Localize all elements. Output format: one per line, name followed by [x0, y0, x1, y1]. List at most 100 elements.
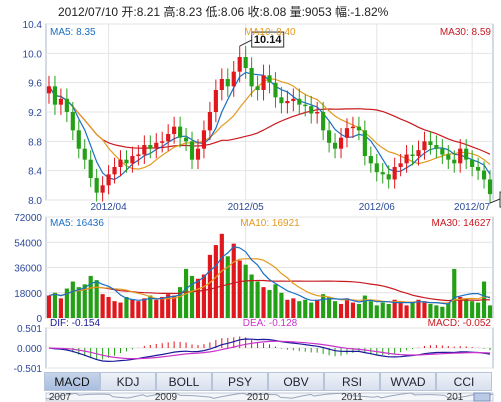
- volume-bar: [189, 275, 195, 318]
- timeline-year-label: 2007: [49, 392, 72, 402]
- candle-body: [142, 145, 147, 155]
- candle-body: [309, 106, 314, 114]
- volume-bar: [160, 296, 165, 318]
- candle-body: [332, 142, 338, 149]
- candle-body: [94, 178, 99, 193]
- candle-body: [428, 141, 433, 145]
- volume-bar: [476, 302, 481, 318]
- volume-bar: [166, 294, 171, 318]
- quote-low: 低:8.06: [205, 5, 245, 19]
- volume-bar: [142, 298, 147, 318]
- macd-dea-label: DEA: -0.128: [243, 318, 298, 329]
- candle-body: [434, 145, 439, 149]
- price-x-tick: 2012/06: [359, 202, 396, 213]
- tab-rsi[interactable]: RSI: [324, 372, 380, 391]
- candle-body: [487, 179, 493, 195]
- volume-bar: [386, 303, 391, 318]
- candle-body: [118, 159, 123, 167]
- tab-wvad[interactable]: WVAD: [380, 372, 436, 391]
- volume-y-tick: 0: [36, 314, 42, 325]
- volume-bar: [291, 298, 296, 318]
- tab-cci[interactable]: CCI: [436, 372, 492, 391]
- timeline-year-label: 2010: [247, 392, 270, 402]
- candle-body: [374, 163, 379, 173]
- candle-body: [285, 101, 290, 104]
- candle-body: [183, 137, 189, 142]
- price-y-tick: 9.6: [28, 79, 42, 90]
- price-x-tick: 2012/05: [228, 202, 265, 213]
- volume-bar: [64, 288, 69, 318]
- volume-bar: [112, 301, 117, 318]
- candle-body: [392, 167, 397, 180]
- volume-bar: [303, 299, 308, 318]
- candle-body: [380, 172, 385, 175]
- candle-body: [189, 141, 195, 160]
- volume-bar: [464, 298, 469, 318]
- volume-bar: [350, 302, 356, 318]
- volume-bar: [207, 254, 212, 318]
- volume-bar: [416, 299, 421, 318]
- volume-y-tick: 18000: [14, 289, 42, 300]
- candle-body: [70, 112, 75, 131]
- candle-body: [291, 98, 296, 101]
- candle-body: [243, 57, 248, 68]
- candle-body: [416, 150, 421, 156]
- candle-body: [231, 71, 236, 87]
- volume-bar: [178, 287, 183, 318]
- volume-bar: [243, 264, 248, 318]
- volume-bar: [446, 302, 451, 318]
- candle-body: [136, 154, 141, 156]
- candle-body: [398, 163, 403, 167]
- volume-bar: [422, 301, 427, 318]
- volume-y-tick: 72000: [14, 213, 42, 224]
- volume-bar: [255, 281, 260, 318]
- candle-body: [46, 86, 52, 94]
- candle-body: [458, 148, 463, 164]
- volume-bar: [52, 292, 58, 318]
- volume-bar: [136, 301, 141, 318]
- volume-ma5-label: MA5: 16436: [50, 218, 104, 229]
- volume-bar: [321, 294, 326, 318]
- candle-body: [297, 98, 302, 105]
- volume-bar: [356, 303, 361, 318]
- candle-body: [404, 154, 409, 164]
- candle-body: [303, 104, 308, 107]
- candle-body: [350, 126, 356, 129]
- volume-bar: [487, 305, 493, 318]
- volume-y-tick: 54000: [14, 238, 42, 249]
- volume-bar: [338, 303, 344, 318]
- candle-body: [58, 98, 63, 105]
- quote-high: 高:8.23: [163, 5, 203, 19]
- low-callout-leader: [489, 198, 501, 204]
- candle-body: [195, 148, 201, 160]
- timeline-window-handle[interactable]: [473, 392, 491, 402]
- volume-bar: [434, 305, 439, 318]
- volume-bar: [130, 299, 135, 318]
- candle-body: [362, 130, 367, 156]
- candle-body: [100, 185, 105, 193]
- volume-bar: [470, 301, 475, 318]
- volume-bar: [88, 275, 93, 318]
- candle-body: [386, 174, 391, 180]
- tab-obv[interactable]: OBV: [268, 372, 324, 391]
- candle-body: [338, 137, 344, 149]
- volume-bar: [327, 296, 332, 318]
- tab-psy[interactable]: PSY: [212, 372, 268, 391]
- volume-bar: [440, 306, 445, 318]
- candle-body: [440, 148, 445, 155]
- tab-kdj[interactable]: KDJ: [100, 372, 156, 391]
- volume-bar: [332, 301, 338, 318]
- macd-value-label: MACD: -0.052: [428, 318, 492, 329]
- volume-bar: [368, 301, 373, 318]
- volume-bar: [58, 298, 63, 318]
- volume-bar: [362, 295, 367, 318]
- tab-boll[interactable]: BOLL: [156, 372, 212, 391]
- volume-bar: [118, 302, 123, 318]
- volume-bar: [124, 296, 129, 318]
- volume-y-tick: 36000: [14, 264, 42, 275]
- candle-body: [267, 75, 272, 83]
- candle-body: [52, 86, 58, 105]
- candle-body: [327, 130, 332, 143]
- tab-macd[interactable]: MACD: [44, 372, 100, 391]
